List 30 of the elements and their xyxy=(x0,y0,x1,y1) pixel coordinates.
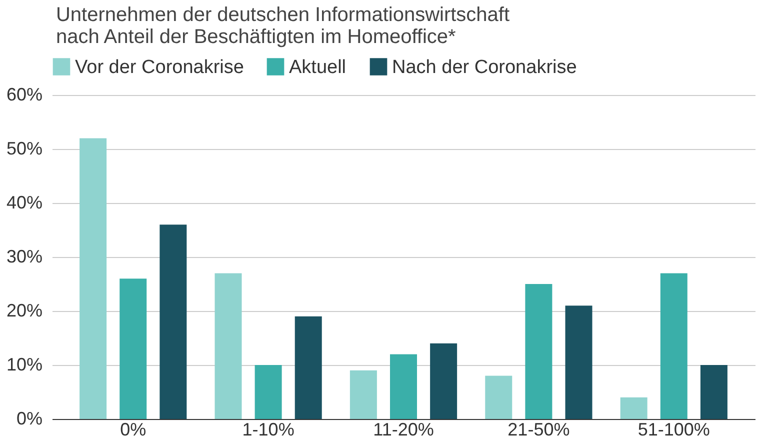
y-tick-label: 20% xyxy=(6,300,42,320)
bar xyxy=(160,224,187,419)
x-tick-label: 0% xyxy=(120,420,146,440)
legend-label: Aktuell xyxy=(289,56,346,78)
y-tick-label: 30% xyxy=(6,246,42,266)
bar xyxy=(525,284,552,419)
bar xyxy=(80,138,107,419)
x-tick-label: 11-20% xyxy=(373,420,434,440)
y-tick-label: 50% xyxy=(6,138,42,158)
bar xyxy=(254,365,282,419)
bar xyxy=(430,343,458,419)
chart-title: Unternehmen der deutschen Informationswirtschaft nach Anteil der Beschäftigten im Homeoffice* xyxy=(56,4,510,48)
bar xyxy=(485,376,512,419)
x-tick-label: 1-10% xyxy=(242,420,294,440)
legend-label: Vor der Coronakrise xyxy=(75,56,244,78)
bar xyxy=(390,354,417,419)
bar xyxy=(700,365,728,419)
bar xyxy=(350,370,377,419)
x-tick-label: 51-100% xyxy=(638,420,710,440)
bar xyxy=(294,316,322,419)
y-tick-label: 60% xyxy=(6,84,42,104)
bar xyxy=(565,306,592,419)
bar xyxy=(214,273,242,419)
y-tick-label: 40% xyxy=(6,192,42,212)
bar xyxy=(620,397,648,419)
y-tick-label: 10% xyxy=(6,354,42,374)
legend-label: Nach der Coronakrise xyxy=(392,56,577,78)
x-tick-label: 21-50% xyxy=(508,420,570,440)
bar xyxy=(120,278,147,419)
bar xyxy=(660,273,688,419)
